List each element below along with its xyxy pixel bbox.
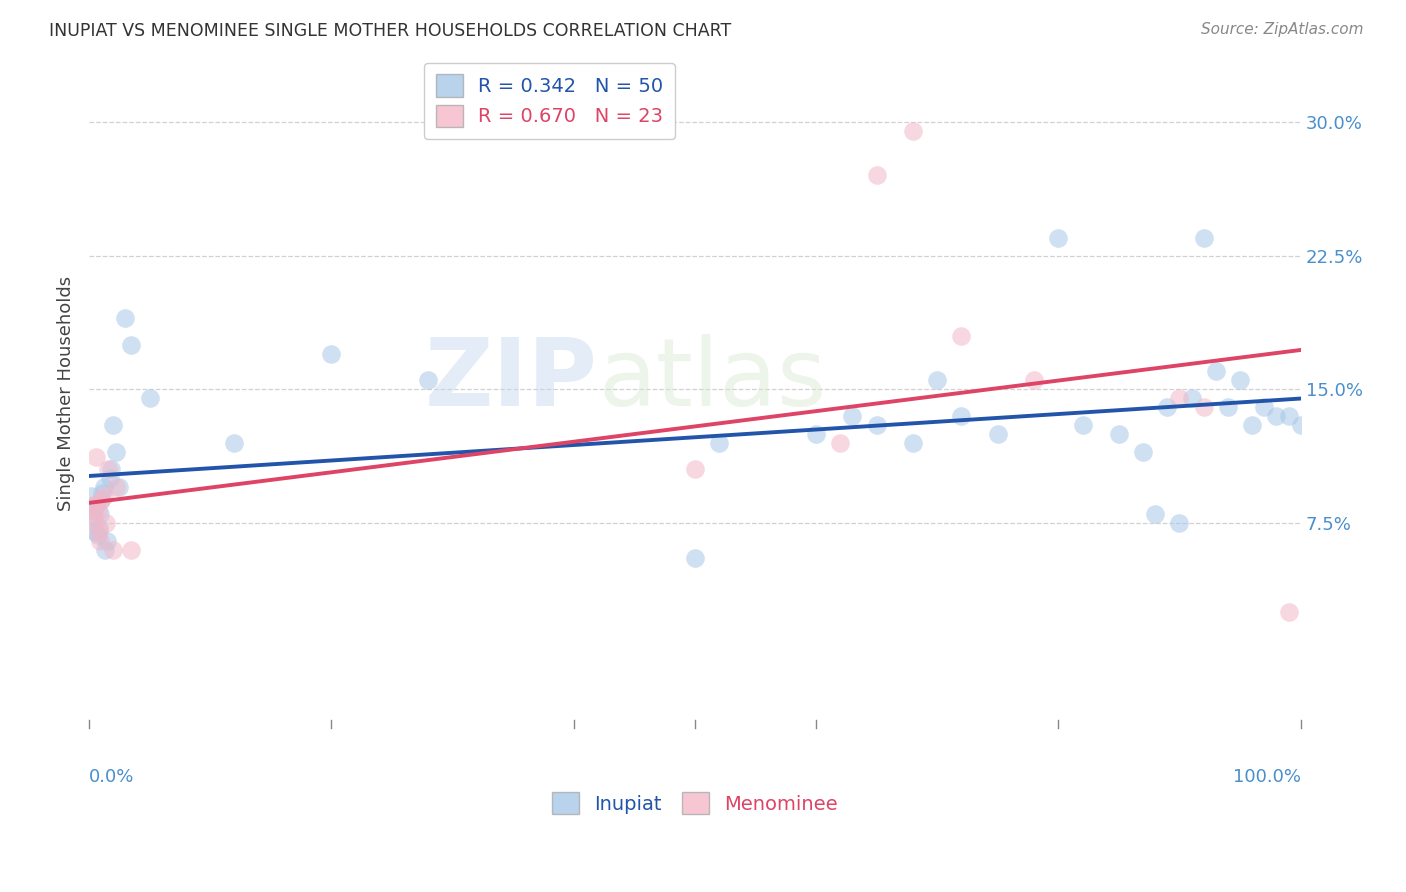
Point xyxy=(1241,417,1264,432)
Point xyxy=(86,528,108,542)
Point xyxy=(90,492,112,507)
Point xyxy=(950,409,973,423)
Point xyxy=(94,542,117,557)
Point xyxy=(683,551,706,566)
Point xyxy=(121,542,143,557)
Point xyxy=(83,507,105,521)
Point xyxy=(103,417,125,432)
Point xyxy=(84,524,107,539)
Point xyxy=(1132,444,1154,458)
Point xyxy=(138,391,160,405)
Point xyxy=(1253,400,1275,414)
Text: INUPIAT VS MENOMINEE SINGLE MOTHER HOUSEHOLDS CORRELATION CHART: INUPIAT VS MENOMINEE SINGLE MOTHER HOUSE… xyxy=(49,22,731,40)
Text: atlas: atlas xyxy=(598,334,827,426)
Point xyxy=(830,435,852,450)
Point xyxy=(89,533,111,548)
Point xyxy=(89,507,111,521)
Point xyxy=(121,337,143,351)
Point xyxy=(97,462,120,476)
Point xyxy=(1192,231,1215,245)
Point xyxy=(83,510,105,524)
Point xyxy=(1144,507,1167,521)
Point xyxy=(104,480,127,494)
Point xyxy=(1205,364,1227,378)
Point xyxy=(901,124,924,138)
Text: 0.0%: 0.0% xyxy=(89,768,135,786)
Point xyxy=(1047,231,1070,245)
Point xyxy=(103,542,125,557)
Point xyxy=(98,471,121,485)
Point xyxy=(93,489,115,503)
Point xyxy=(86,503,108,517)
Legend: Inupiat, Menominee: Inupiat, Menominee xyxy=(544,784,845,822)
Text: Source: ZipAtlas.com: Source: ZipAtlas.com xyxy=(1201,22,1364,37)
Point xyxy=(1192,400,1215,414)
Point xyxy=(1022,373,1045,387)
Point xyxy=(1168,516,1191,530)
Point xyxy=(950,328,973,343)
Point xyxy=(1277,605,1299,619)
Point xyxy=(1289,417,1312,432)
Point xyxy=(901,435,924,450)
Point xyxy=(82,503,104,517)
Point xyxy=(86,498,108,512)
Point xyxy=(82,498,104,512)
Text: ZIP: ZIP xyxy=(425,334,598,426)
Point xyxy=(1229,373,1251,387)
Text: 100.0%: 100.0% xyxy=(1233,768,1301,786)
Point xyxy=(100,462,122,476)
Point xyxy=(987,426,1010,441)
Point xyxy=(87,521,110,535)
Point xyxy=(865,417,887,432)
Point xyxy=(1108,426,1130,441)
Point xyxy=(1156,400,1178,414)
Point xyxy=(1181,391,1204,405)
Point xyxy=(94,516,117,530)
Point xyxy=(84,516,107,530)
Point xyxy=(96,533,118,548)
Point xyxy=(683,462,706,476)
Point xyxy=(927,373,949,387)
Point xyxy=(1265,409,1288,423)
Point xyxy=(1071,417,1094,432)
Point xyxy=(80,489,103,503)
Point xyxy=(418,373,440,387)
Point xyxy=(1277,409,1299,423)
Point xyxy=(87,524,110,539)
Point xyxy=(93,480,115,494)
Point xyxy=(224,435,246,450)
Y-axis label: Single Mother Households: Single Mother Households xyxy=(58,276,75,511)
Point xyxy=(91,485,114,500)
Point xyxy=(1216,400,1239,414)
Point xyxy=(108,480,131,494)
Point xyxy=(321,346,343,360)
Point xyxy=(104,444,127,458)
Point xyxy=(114,310,136,325)
Point xyxy=(804,426,827,441)
Point xyxy=(1168,391,1191,405)
Point xyxy=(841,409,863,423)
Point xyxy=(90,492,112,507)
Point xyxy=(865,169,887,183)
Point xyxy=(707,435,730,450)
Point xyxy=(86,450,108,464)
